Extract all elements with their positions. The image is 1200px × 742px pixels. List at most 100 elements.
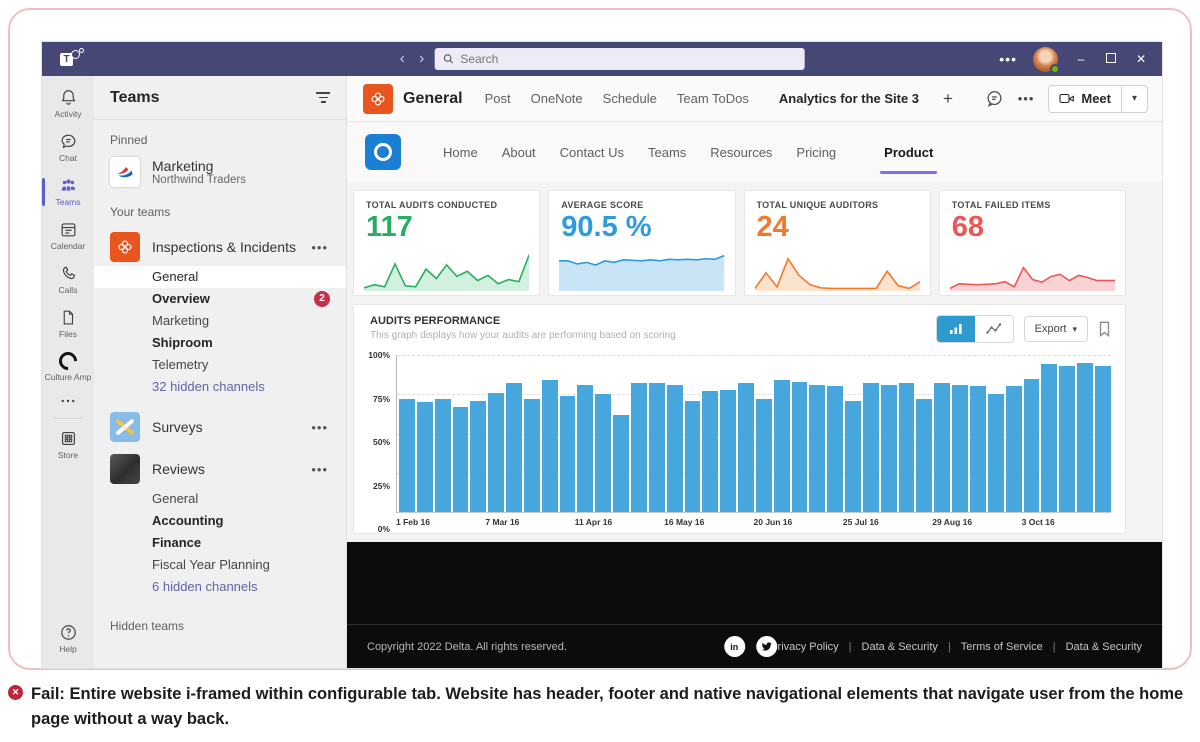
bar: [773, 380, 790, 512]
meet-dropdown-chevron[interactable]: ▾: [1121, 85, 1147, 112]
inspections-team-icon: [110, 232, 140, 262]
main-area: General Post OneNote Schedule Team ToDos…: [347, 76, 1162, 668]
rail-item-files[interactable]: Files: [42, 302, 94, 346]
x-tick: 25 Jul 16: [842, 517, 879, 527]
hidden-channels-link[interactable]: 6 hidden channels: [152, 579, 258, 594]
phone-icon: [62, 266, 75, 280]
back-icon[interactable]: ‹: [399, 50, 405, 67]
tab-post[interactable]: Post: [484, 91, 511, 106]
sparkline-score: [559, 239, 724, 291]
minimize-button[interactable]: –: [1077, 52, 1085, 66]
channel-general[interactable]: General: [94, 266, 346, 288]
bars: [399, 355, 1111, 512]
channel-shiproom[interactable]: Shiproom: [152, 335, 213, 350]
x-tick: 1 Feb 16: [396, 517, 431, 527]
rail-item-calendar[interactable]: Calendar: [42, 214, 94, 258]
team-more-icon[interactable]: •••: [311, 461, 328, 477]
fail-icon: ✕: [8, 685, 23, 700]
meet-button-main[interactable]: Meet: [1049, 91, 1121, 106]
channel-finance[interactable]: Finance: [152, 535, 202, 550]
bar: [720, 389, 737, 512]
footer-link-privacy[interactable]: Privacy Policy: [770, 640, 839, 653]
rail-item-teams[interactable]: Teams: [42, 170, 94, 214]
chat-icon: [61, 134, 75, 149]
maximize-button[interactable]: [1104, 52, 1118, 66]
bar: [898, 383, 915, 512]
avatar[interactable]: [1033, 46, 1060, 74]
channel-telemetry[interactable]: Telemetry: [152, 357, 209, 372]
footer-link-terms[interactable]: Terms of Service: [960, 640, 1043, 653]
site-nav-resources[interactable]: Resources: [710, 144, 773, 160]
team-surveys[interactable]: Surveys •••: [94, 408, 346, 446]
rail-item-more[interactable]: [42, 389, 94, 414]
export-button[interactable]: Export ▾: [1023, 316, 1088, 342]
chevron-down-icon: ▾: [1072, 323, 1077, 334]
sidebar-header: Teams: [94, 76, 346, 120]
tab-onenote[interactable]: OneNote: [530, 91, 583, 106]
team-reviews[interactable]: Reviews •••: [94, 450, 346, 488]
bar-chart-toggle[interactable]: [936, 316, 975, 342]
hidden-channels-link[interactable]: 32 hidden channels: [152, 379, 265, 394]
camera-icon: [1059, 93, 1075, 104]
bar: [1041, 364, 1058, 512]
footer-link-data-security-2[interactable]: Data & Security: [1065, 640, 1142, 653]
bar: [488, 392, 505, 512]
channel-tabs: Post OneNote Schedule Team ToDos Analyti…: [485, 91, 919, 106]
plot-area: [396, 355, 1111, 513]
footer-social: in: [723, 636, 777, 657]
site-nav-home[interactable]: Home: [443, 144, 478, 160]
search-input[interactable]: [460, 52, 797, 66]
site-nav-contact-us[interactable]: Contact Us: [559, 144, 624, 160]
bar: [738, 383, 754, 512]
team-more-icon[interactable]: •••: [311, 419, 328, 435]
site-nav-pricing[interactable]: Pricing: [796, 144, 837, 160]
rail-item-activity[interactable]: Activity: [42, 82, 94, 126]
bar: [1077, 362, 1093, 512]
tab-team-todos[interactable]: Team ToDos: [676, 91, 749, 106]
stat-value: 90.5 %: [561, 211, 652, 243]
pinned-team-marketing[interactable]: Marketing Northwind Traders: [94, 152, 346, 192]
y-tick: 100%: [368, 350, 390, 360]
team-more-icon[interactable]: •••: [311, 239, 328, 255]
rail-item-store[interactable]: Store: [42, 423, 94, 467]
header-more-icon[interactable]: •••: [1017, 91, 1035, 106]
channel-fiscal-year-planning[interactable]: Fiscal Year Planning: [152, 557, 270, 572]
stat-card-failed-items: TOTAL FAILED ITEMS 68: [938, 190, 1126, 296]
site-nav-links: Home About Contact Us Teams Resources Pr…: [443, 144, 938, 174]
search-box[interactable]: [434, 48, 805, 70]
bookmark-icon[interactable]: [1098, 321, 1111, 337]
help-icon: [60, 625, 76, 640]
forward-icon[interactable]: ›: [419, 50, 425, 67]
rail-label: Files: [59, 329, 77, 339]
filter-icon[interactable]: [316, 92, 330, 103]
stat-label: TOTAL FAILED ITEMS: [951, 200, 1051, 210]
chat-bubble-icon[interactable]: [985, 89, 1004, 108]
tab-schedule[interactable]: Schedule: [602, 91, 657, 106]
channel-general-reviews[interactable]: General: [152, 491, 199, 506]
add-tab-button[interactable]: +: [943, 88, 953, 108]
rail-item-chat[interactable]: Chat: [42, 126, 94, 170]
rail-item-culture-amp[interactable]: Culture Amp: [42, 346, 94, 389]
rail-label: Calendar: [50, 241, 86, 251]
footer-link-data-security[interactable]: Data & Security: [861, 640, 938, 653]
channel-accounting[interactable]: Accounting: [152, 513, 224, 528]
twitter-icon[interactable]: [755, 636, 777, 657]
stat-label: TOTAL UNIQUE AUDITORS: [756, 200, 879, 210]
tab-analytics-active[interactable]: Analytics for the Site 3: [778, 91, 920, 106]
bar: [827, 386, 844, 512]
team-inspections-incidents[interactable]: Inspections & Incidents •••: [94, 228, 346, 266]
site-nav-product-active[interactable]: Product: [880, 144, 938, 174]
site-nav-teams[interactable]: Teams: [647, 144, 687, 160]
linkedin-icon[interactable]: in: [723, 636, 745, 657]
channel-overview[interactable]: Overview 2: [94, 288, 346, 310]
close-button[interactable]: ✕: [1135, 52, 1147, 66]
titlebar-more-icon[interactable]: •••: [999, 51, 1017, 67]
rail-item-calls[interactable]: Calls: [42, 258, 94, 302]
store-icon: [61, 431, 75, 446]
hidden-teams-label[interactable]: Hidden teams: [110, 619, 185, 633]
channel-marketing[interactable]: Marketing: [152, 313, 210, 328]
site-logo-icon[interactable]: [365, 134, 401, 170]
line-chart-toggle[interactable]: [974, 316, 1013, 342]
site-nav-about[interactable]: About: [501, 144, 536, 160]
rail-item-help[interactable]: Help: [42, 617, 94, 668]
